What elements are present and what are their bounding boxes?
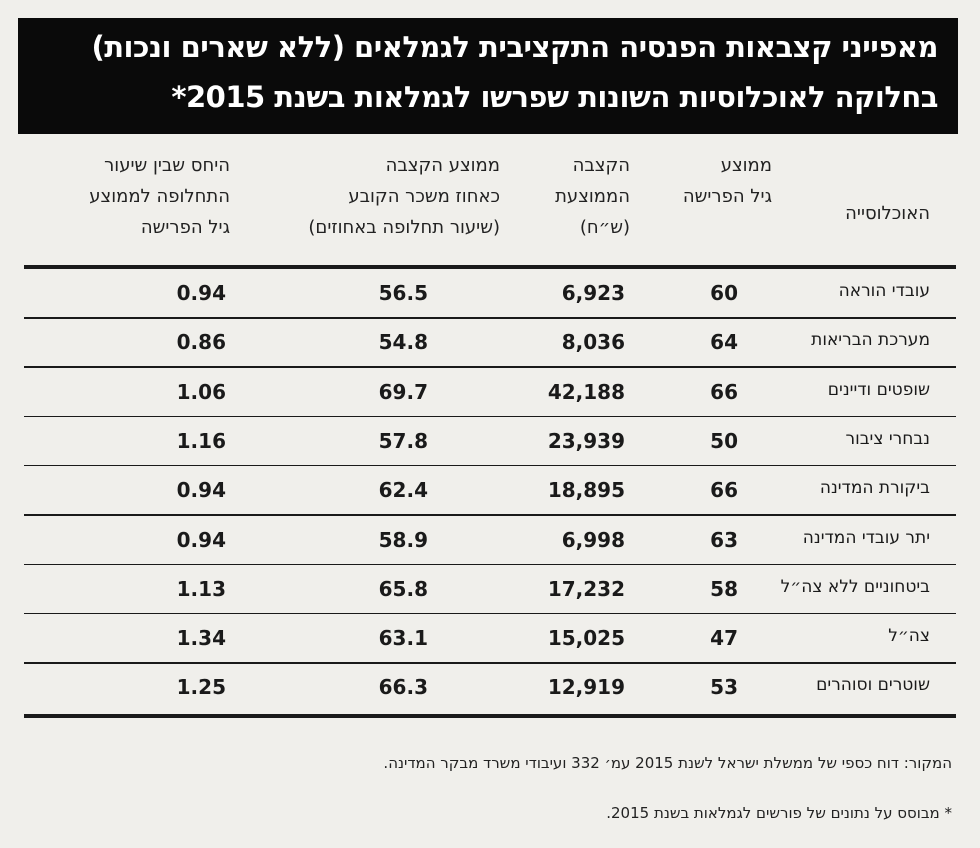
cell-value: 65.8 (378, 576, 428, 601)
cell-value: 66.3 (378, 675, 428, 700)
cell-value: 64 (710, 330, 738, 355)
header-cell: הממוצעת (555, 186, 630, 207)
header-cell: ממוצע הקצבה (385, 155, 500, 176)
header-cell: כאחוז משכר הקובע (348, 186, 500, 207)
row-label: ביטחוניים ללא צה״ל (780, 576, 930, 597)
row-label: מערכת הבריאות (811, 330, 930, 351)
cell-value: 6,998 (561, 527, 625, 552)
row-label: שופטים ודיינים (827, 379, 930, 400)
header-cell: (שיעור תחלופה באחוזים) (308, 217, 500, 238)
table-rule-thick (24, 265, 956, 269)
header-cell: הקצבה (572, 155, 630, 176)
header-cell: גיל הפרישה (140, 217, 230, 238)
cell-value: 6,923 (561, 281, 625, 305)
row-divider (24, 317, 956, 319)
cell-value: 53 (710, 675, 738, 700)
cell-value: 18,895 (547, 478, 625, 503)
cell-value: 47 (710, 626, 738, 651)
header-cell: (ש״ח) (579, 217, 630, 238)
cell-value: 0.94 (176, 281, 226, 305)
cell-value: 60 (710, 281, 738, 305)
source-note: המקור: דוח כספי של ממשלת ישראל לשנת 2015… (383, 754, 952, 772)
row-label: עובדי הוראה (838, 281, 930, 301)
row-label: שוטרים וסוהרים (816, 675, 930, 696)
cell-value: 42,188 (547, 379, 625, 404)
row-divider (24, 612, 956, 615)
cell-value: 0.94 (176, 527, 226, 552)
cell-value: 57.8 (378, 428, 428, 453)
cell-value: 8,036 (561, 330, 625, 355)
cell-value: 23,939 (547, 428, 625, 453)
cell-value: 63 (710, 527, 738, 552)
row-label: צה״ל (888, 626, 930, 647)
table-rule-thick (24, 714, 956, 718)
row-label: יתר עובדי המדינה (802, 527, 930, 548)
cell-value: 69.7 (378, 379, 428, 404)
cell-value: 1.25 (176, 675, 226, 700)
cell-value: 58.9 (378, 527, 428, 552)
cell-value: 1.13 (176, 576, 226, 601)
cell-value: 54.8 (378, 330, 428, 355)
row-divider (24, 415, 956, 418)
header-cell: ממוצע (720, 155, 772, 176)
cell-value: 56.5 (378, 281, 428, 305)
cell-value: 66 (710, 379, 738, 404)
cell-value: 12,919 (547, 675, 625, 700)
cell-value: 1.06 (176, 379, 226, 404)
title-line: בחלוקה לאוכלוסיות השונות שפרשו לגמלאות ב… (171, 80, 938, 114)
cell-value: 50 (710, 428, 738, 453)
row-label: נבחרי ציבור (845, 428, 931, 449)
header-cell: האוכלוסייה (845, 203, 930, 224)
header-cell: היחס שבין שיעור (104, 155, 230, 176)
row-divider (24, 662, 956, 664)
footnote: * מבוסס על נתונים של פורשים לגמלאות בשנת… (606, 804, 952, 822)
row-divider (24, 464, 956, 467)
cell-value: 15,025 (547, 626, 625, 651)
cell-value: 66 (710, 478, 738, 503)
title-box: מאפייני קצבאות הפנסיה התקציבית לגמלאים (… (18, 18, 958, 134)
row-divider (24, 563, 956, 565)
cell-value: 1.34 (176, 626, 226, 651)
cell-value: 0.94 (176, 478, 226, 503)
cell-value: 63.1 (378, 626, 428, 651)
cell-value: 58 (710, 576, 738, 601)
row-label: ביקורת המדינה (819, 478, 930, 499)
header-cell: התחלופה לממוצע (89, 186, 230, 207)
row-divider (24, 514, 956, 516)
header-cell: גיל הפרישה (682, 186, 772, 207)
row-divider (24, 366, 956, 368)
cell-value: 17,232 (547, 576, 625, 601)
title-line: מאפייני קצבאות הפנסיה התקציבית לגמלאים (… (91, 30, 938, 64)
cell-value: 1.16 (176, 428, 226, 453)
cell-value: 62.4 (378, 478, 428, 503)
cell-value: 0.86 (176, 330, 226, 355)
